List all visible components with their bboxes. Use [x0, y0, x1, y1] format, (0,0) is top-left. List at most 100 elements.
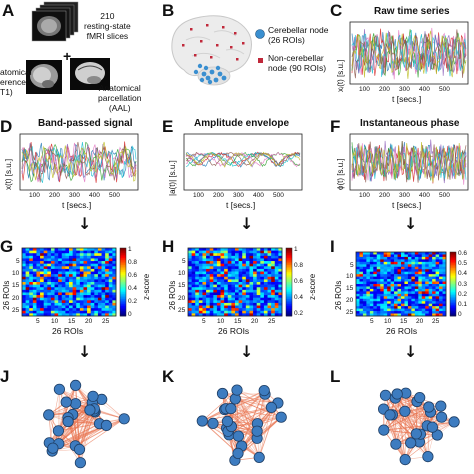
network-node — [43, 409, 55, 421]
panel-h-ylabel: 26 ROIs — [168, 280, 177, 310]
network-edge — [58, 389, 60, 431]
network-edge — [235, 398, 272, 408]
network-edge — [78, 409, 91, 450]
panel-letter-i: I — [330, 237, 335, 256]
network-edge — [236, 389, 260, 458]
network-node — [410, 428, 422, 440]
network-edge — [235, 398, 282, 418]
network-node — [414, 392, 426, 404]
trace-line — [185, 151, 301, 168]
network-node — [232, 430, 245, 442]
trace-line — [351, 29, 467, 77]
network-edge — [227, 393, 266, 422]
panel-l-network — [378, 387, 460, 466]
fmri-slices-label: 210 resting-state fMRI slices — [84, 11, 131, 41]
panel-letter-h: H — [162, 237, 175, 256]
panel-letter-f: F — [330, 117, 341, 136]
panel-e-xlabel: t [secs.] — [226, 200, 256, 210]
trace-line — [351, 141, 467, 183]
network-node — [435, 400, 447, 412]
legend-noncerebellar-marker — [258, 58, 263, 63]
panel-d-title: Band-passed signal — [38, 118, 133, 129]
legend-cerebellar-label: Cerebellar node (26 ROIs) — [268, 25, 329, 45]
panel-c-title: Raw time series — [374, 6, 450, 17]
plus-sign: + — [63, 48, 72, 64]
network-node — [448, 416, 460, 428]
network-edge — [58, 418, 125, 432]
network-node — [69, 379, 82, 391]
network-node — [60, 396, 72, 408]
panel-f-timeseries — [349, 133, 469, 191]
panel-g-ylabel: 26 ROIs — [2, 280, 11, 310]
panel-g-cbar-label: z-score — [142, 273, 151, 300]
network-node — [265, 401, 278, 414]
network-node — [391, 388, 403, 400]
trace-line — [21, 142, 137, 181]
network-node — [207, 417, 219, 430]
network-edge — [395, 411, 406, 445]
legend-noncerebellar-label: Non-cerebellar node (90 ROIs) — [268, 53, 327, 73]
brain-node-map — [171, 15, 252, 86]
panel-d-timeseries — [19, 133, 139, 191]
panel-e-timeseries — [183, 133, 303, 191]
trace-line — [185, 151, 301, 168]
panel-e-title: Amplitude envelope — [194, 118, 290, 129]
network-edge — [427, 412, 432, 457]
network-edge — [231, 390, 265, 427]
network-node — [69, 398, 82, 410]
network-edge — [383, 421, 455, 431]
network-edge — [227, 390, 265, 422]
panel-letter-b: B — [162, 1, 175, 20]
network-edge — [383, 406, 430, 431]
panel-f-title: Instantaneous phase — [360, 118, 460, 129]
network-node — [379, 389, 392, 401]
network-node — [53, 383, 66, 395]
arrow-down-icon: ↓ — [78, 342, 92, 361]
network-node — [231, 384, 243, 396]
panel-h-heatmap — [187, 247, 283, 317]
panel-h-cbar-label: z-score — [308, 273, 317, 300]
panel-f-xlabel: t [secs.] — [392, 200, 422, 210]
arrow-down-icon: ↓ — [78, 214, 92, 233]
trace-line — [351, 144, 467, 181]
panel-d-ylabel: x(t) [s.u.] — [4, 158, 13, 190]
arrow-down-icon: ↓ — [404, 214, 418, 233]
panel-letter-g: G — [0, 237, 14, 256]
network-node — [399, 405, 411, 417]
network-node — [390, 438, 402, 450]
panel-f-ylabel: ϕ(t) [s.u.] — [336, 158, 345, 190]
network-edge — [395, 401, 418, 445]
network-node — [232, 447, 244, 460]
network-node — [399, 454, 411, 466]
network-node — [251, 425, 263, 437]
panel-i-heatmap — [355, 251, 447, 317]
network-edge — [57, 385, 77, 431]
panel-g-colorbar — [119, 247, 127, 317]
panel-i-xlabel: 26 ROIs — [386, 326, 418, 336]
network-edge — [79, 418, 125, 450]
network-edge — [236, 389, 282, 418]
arrow-down-icon: ↓ — [240, 214, 254, 233]
network-edge — [396, 393, 412, 444]
network-node — [62, 415, 74, 428]
network-edge — [236, 389, 279, 404]
aal-label: Anatomical parcellation (AAL) — [98, 83, 142, 113]
panel-letter-k: K — [162, 367, 175, 386]
network-node — [253, 451, 265, 464]
network-edge — [75, 385, 81, 450]
network-edge — [49, 389, 60, 443]
network-node — [74, 457, 87, 469]
panel-letter-d: D — [0, 117, 13, 136]
trace-line — [351, 30, 467, 79]
network-edge — [383, 429, 438, 436]
network-edge — [258, 402, 279, 458]
panel-i-ylabel: 26 ROIs — [334, 280, 343, 310]
network-node — [84, 404, 96, 416]
network-node — [52, 425, 65, 437]
panel-c-ylabel: xᵢ(t) [s.u.] — [336, 59, 345, 92]
fmri-slices-stack — [31, 1, 79, 42]
network-edge — [404, 434, 438, 460]
panel-letter-l: L — [330, 367, 341, 386]
network-node — [196, 415, 208, 427]
network-node — [118, 413, 130, 425]
